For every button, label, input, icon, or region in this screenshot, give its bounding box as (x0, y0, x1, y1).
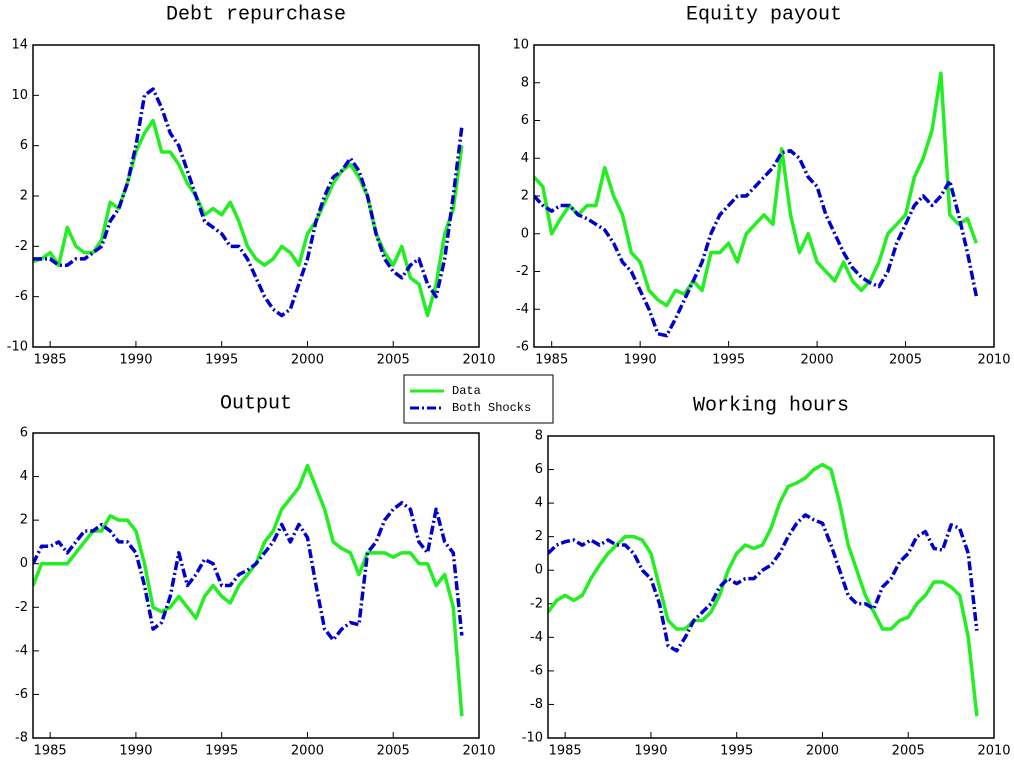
x-tick-label: 1995 (720, 744, 753, 759)
x-tick-label: 1990 (624, 353, 657, 368)
series-line (33, 87, 464, 318)
x-tick-label: 2010 (977, 744, 1010, 759)
panel-title: Working hours (693, 394, 849, 417)
panel-title: Debt repurchase (166, 3, 346, 26)
y-tick-label: 2 (535, 529, 543, 544)
series-line (33, 463, 464, 717)
y-tick-label: 6 (535, 462, 543, 477)
legend-label: Data (452, 384, 481, 398)
legend-label: Both Shocks (452, 401, 531, 415)
y-tick-label: 2 (521, 189, 529, 204)
y-tick-label: -2 (15, 600, 28, 615)
y-tick-label: -10 (7, 340, 28, 355)
panel: Debt repurchase -10 -6 -2 2 6 10 14 1985 1990 1995… (7, 3, 496, 367)
y-tick-label: 4 (535, 496, 543, 511)
y-tick-label: 8 (535, 429, 543, 444)
y-tick-label: -6 (15, 687, 28, 702)
x-tick-label: 1990 (119, 353, 152, 368)
x-tick-label: 1990 (634, 744, 667, 759)
x-tick-label: 1985 (549, 744, 582, 759)
panel: Working hours -10 -8 -6 -4 -2 0 2 4 6 8 1985 1990 199… (522, 394, 1011, 758)
y-tick-label: 2 (20, 189, 28, 204)
series-line (33, 118, 464, 318)
y-tick-label: 10 (512, 38, 529, 53)
y-tick-label: -2 (15, 239, 28, 254)
x-tick-label: 2010 (977, 353, 1010, 368)
series-line (534, 71, 978, 308)
y-tick-label: 10 (11, 88, 28, 103)
x-tick-label: 2005 (377, 744, 410, 759)
y-tick-label: -4 (530, 630, 543, 645)
y-tick-label: 4 (521, 151, 529, 166)
y-tick-label: -8 (530, 697, 543, 712)
y-tick-label: -4 (15, 643, 28, 658)
y-tick-label: -2 (530, 596, 543, 611)
x-tick-label: 2005 (892, 744, 925, 759)
y-tick-label: 6 (20, 138, 28, 153)
y-tick-label: 0 (521, 226, 529, 241)
x-tick-label: 2005 (377, 353, 410, 368)
x-tick-label: 2010 (462, 353, 495, 368)
panel-title: Equity payout (686, 3, 842, 26)
x-tick-label: 1985 (34, 744, 67, 759)
y-tick-label: 0 (535, 563, 543, 578)
x-tick-label: 1985 (34, 353, 67, 368)
legend: Data Both Shocks (403, 374, 554, 424)
plot-frame (533, 44, 995, 348)
legend-box (403, 374, 554, 424)
y-tick-label: 6 (20, 426, 28, 441)
y-tick-label: -6 (530, 663, 543, 678)
x-tick-label: 2000 (291, 353, 324, 368)
x-tick-label: 1995 (205, 353, 238, 368)
series-line (548, 462, 979, 717)
y-tick-label: 6 (521, 113, 529, 128)
x-tick-label: 2000 (291, 744, 324, 759)
x-tick-label: 1990 (119, 744, 152, 759)
y-tick-label: -10 (522, 731, 543, 746)
y-tick-label: -8 (15, 731, 28, 746)
plot-frame (32, 432, 480, 739)
series-line (534, 148, 979, 338)
x-tick-label: 1995 (205, 744, 238, 759)
series-line (33, 500, 464, 642)
y-tick-label: 14 (11, 38, 28, 53)
y-tick-label: -2 (516, 264, 529, 279)
y-tick-label: 8 (521, 75, 529, 90)
x-tick-label: 2010 (462, 744, 495, 759)
panel: Output -8 -6 -4 -2 0 2 4 6 1985 1990 1995 2000 2005 20… (15, 392, 496, 758)
x-tick-label: 2005 (889, 353, 922, 368)
plot-frame (547, 435, 995, 739)
panel-title: Output (220, 392, 292, 415)
y-tick-label: 0 (20, 556, 28, 571)
x-tick-label: 2000 (801, 353, 834, 368)
y-tick-label: -6 (15, 289, 28, 304)
y-tick-label: 4 (20, 469, 28, 484)
plot-frame (32, 44, 480, 348)
panel: Equity payout -6 -4 -2 0 2 4 6 8 10 1985 1990 1995 20… (512, 3, 1010, 367)
y-tick-label: 2 (20, 513, 28, 528)
x-tick-label: 1995 (712, 353, 745, 368)
x-tick-label: 2000 (806, 744, 839, 759)
x-tick-label: 1985 (535, 353, 568, 368)
series-line (548, 513, 979, 653)
y-tick-label: -4 (516, 302, 529, 317)
y-tick-label: -6 (516, 340, 529, 355)
